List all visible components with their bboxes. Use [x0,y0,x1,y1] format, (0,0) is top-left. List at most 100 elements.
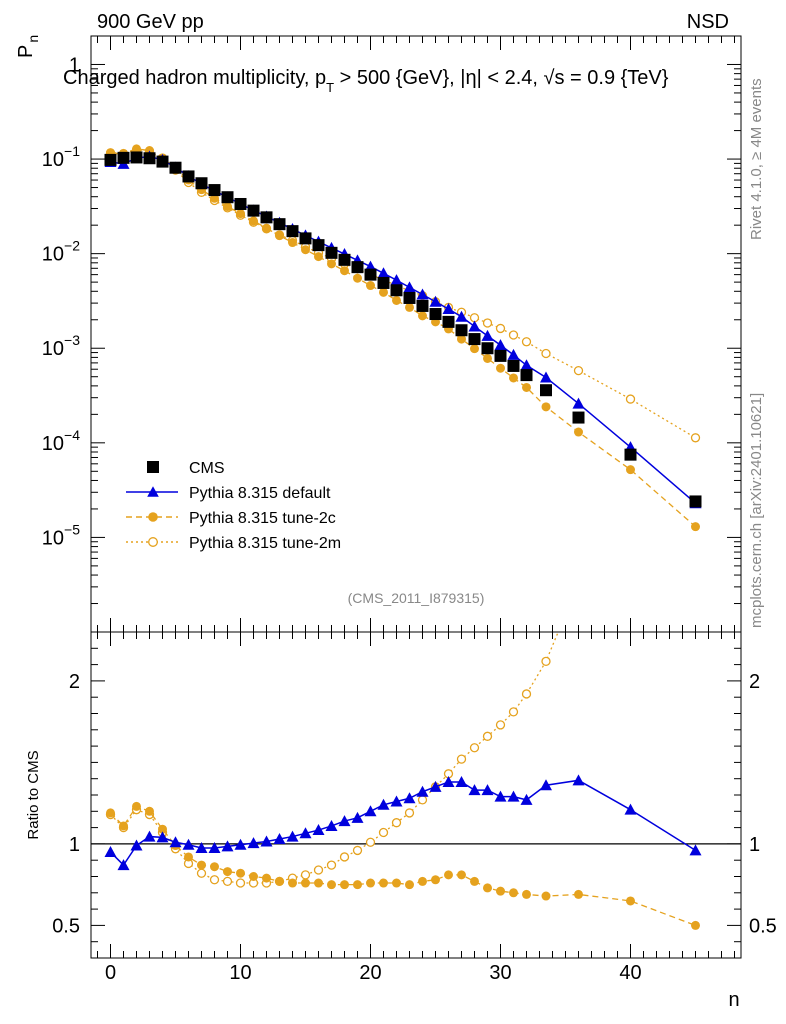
ratio-point-tune2c [158,824,167,834]
ratio-point-tune2m [482,731,493,741]
ratio-point-tune2m [235,878,246,888]
ratio-point-tune2m [300,870,311,880]
ratio-point-tune2m [209,875,220,885]
ratio-point-tune2c [340,880,349,890]
ratio-point-tune2c [470,876,479,886]
data-point-tune2c [327,259,336,269]
main-title: Charged hadron multiplicity, pT > 500 {G… [63,67,669,95]
ratio-point-default [689,844,702,856]
data-point-cms [247,204,260,217]
ratio-point-tune2m [391,818,402,828]
legend-label-cms: CMS [189,460,225,477]
y-tick-label: 10−2 [42,238,80,266]
ratio-y-tick-label-left: 1 [69,834,80,856]
ratio-point-default [234,838,247,850]
y-tick-label: 1 [69,54,80,76]
data-point-tune2m [482,318,493,328]
ratio-y-tick-label-right: 1 [749,834,760,856]
ratio-point-tune2c [106,808,115,818]
ratio-point-tune2m [378,827,389,838]
ratio-point-tune2c [392,878,401,888]
x-tick-label: 0 [105,962,116,984]
ratio-xlabel: n [728,989,739,1011]
y-tick-label-exponent: −3 [64,332,80,348]
legend-item-default: Pythia 8.315 default [126,485,331,502]
ratio-point-tune2c [353,880,362,890]
ratio-point-default [468,784,481,796]
ratio-point-tune2c [496,886,505,896]
data-point-tune2c [522,382,531,392]
event-type-label: NSD [687,11,729,33]
data-point-cms [273,218,286,231]
y-tick-label: 10−5 [42,521,80,549]
x-tick-label: 30 [489,962,511,984]
legend-marker-cms [147,461,159,473]
legend-marker-default [147,486,159,497]
data-point-tune2c [288,238,297,248]
data-point-default [429,295,442,307]
ratio-plot-ticks: 0.5 0.51 12 20 10 20 30 40 [52,631,777,984]
ratio-point-default [208,841,221,853]
ratio-point-tune2c [119,821,128,831]
data-point-tune2c [691,522,700,532]
ratio-series-default [104,774,702,871]
data-point-tune2c [366,281,375,291]
y-tick-label-base: 10 [42,433,64,455]
ratio-point-default [338,815,351,827]
data-point-cms [338,253,351,266]
ratio-point-tune2c [249,872,258,881]
data-point-tune2c [483,353,492,363]
data-point-cms [117,151,130,164]
ratio-point-tune2m [495,720,506,730]
ratio-point-tune2m [404,808,415,818]
data-point-tune2c [418,311,427,321]
main-plot-ticks: 10−510−410−310−210−11 [42,35,741,633]
ratio-point-default [455,775,468,787]
y-tick-label-base: 1 [69,54,80,76]
ratio-point-tune2c [457,870,466,880]
data-point-default [494,339,507,351]
ratio-point-tune2c [444,870,453,880]
data-point-tune2c [236,209,245,219]
ratio-point-default [442,775,455,787]
ratio-point-default [182,838,195,850]
data-point-cms [540,384,552,397]
data-point-cms [494,349,507,362]
ratio-point-tune2c [223,867,232,877]
data-point-tune2c [262,223,271,233]
ratio-point-tune2m [469,743,480,753]
ratio-point-default [429,780,442,792]
ratio-point-default [481,784,494,796]
ratio-point-default [540,779,552,791]
data-point-cms [429,308,442,321]
ratio-point-tune2c [509,888,518,898]
main-plot-series [104,144,702,532]
data-point-cms [156,155,169,168]
ratio-y-tick-label-left: 2 [69,671,80,693]
y-tick-label-base: 10 [42,244,64,266]
data-point-tune2c [541,402,551,412]
data-point-cms [143,152,156,165]
data-point-tune2c [626,465,635,475]
data-point-tune2c [379,287,388,297]
ratio-point-default [416,785,429,797]
data-point-default [468,320,481,332]
ratio-point-tune2c [574,889,583,899]
data-point-tune2c [314,252,323,262]
data-point-tune2c [340,266,349,276]
data-point-cms [351,261,364,274]
data-point-tune2m [495,323,506,334]
data-point-cms [481,342,494,355]
ratio-point-tune2m [313,865,324,875]
ratio-point-tune2c [236,868,245,878]
y-tick-label-base: 10 [42,527,64,549]
ratio-point-default [572,774,585,786]
ratio-point-tune2c [301,878,310,888]
ratio-point-tune2c [210,862,219,872]
legend-item-cms: CMS [147,460,225,477]
rivet-label: Rivet 4.1.0, ≥ 4M events [748,78,765,240]
data-point-default [572,397,585,409]
data-point-cms [455,324,468,337]
ratio-y-tick-label-left: 0.5 [52,915,80,937]
data-point-tune2c [457,334,466,344]
